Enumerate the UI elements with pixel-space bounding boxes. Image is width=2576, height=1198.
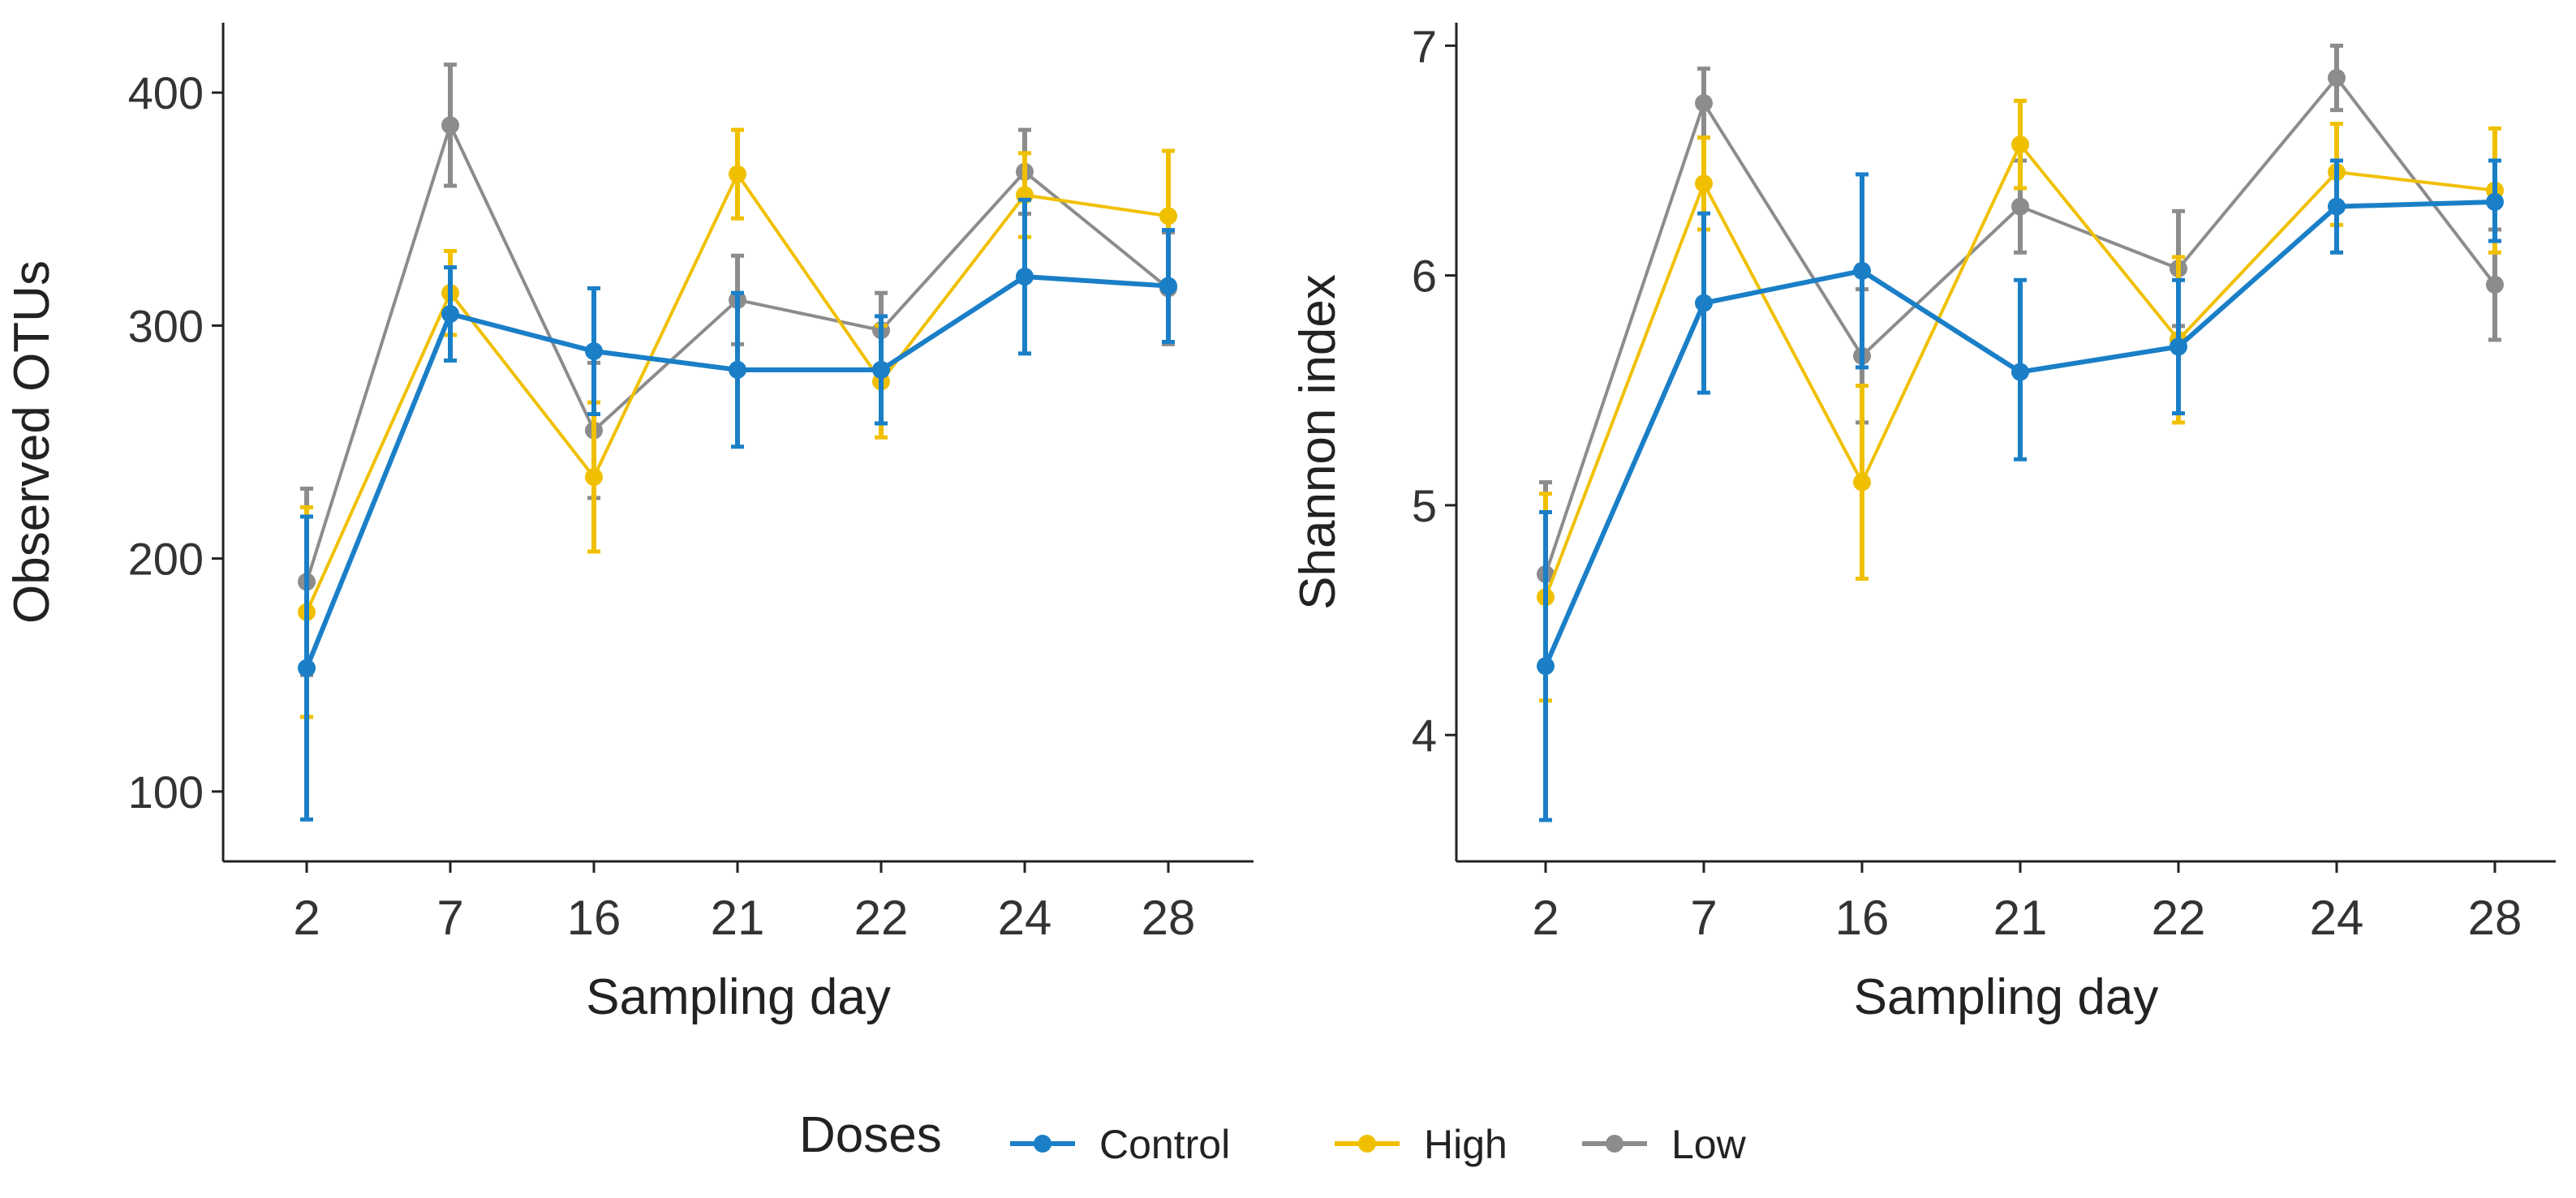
y-tick-label: 5	[1412, 480, 1437, 531]
data-point	[1853, 261, 1871, 280]
data-point	[2170, 337, 2187, 356]
data-point	[1159, 277, 1177, 295]
y-axis-label: Shannon index	[1290, 274, 1346, 610]
data-point	[872, 360, 890, 379]
data-point	[1159, 207, 1177, 225]
x-tick-label: 28	[2468, 891, 2522, 945]
panel-observed-otus: 100 200 300 400 2 7 16 21 22 24 28 Sampling day Obse…	[4, 23, 1254, 1025]
legend-key-marker	[1358, 1135, 1376, 1153]
x-axis-label: Sampling day	[1854, 969, 2159, 1025]
data-point	[2011, 363, 2029, 381]
y-tick-label: 300	[128, 300, 204, 351]
data-point	[2486, 192, 2504, 211]
data-point	[1537, 657, 1555, 676]
data-point	[2011, 135, 2029, 154]
y-tick-label: 400	[128, 67, 204, 118]
x-tick-label: 2	[293, 891, 320, 945]
y-tick-label: 7	[1412, 20, 1437, 71]
legend-title: Doses	[799, 1107, 942, 1163]
data-point	[1695, 174, 1713, 193]
data-point	[2011, 197, 2029, 216]
data-point	[1695, 294, 1713, 312]
data-point	[729, 360, 746, 379]
legend: Doses Control High Low	[799, 1107, 1747, 1167]
data-point	[1016, 268, 1034, 286]
x-tick-label: 21	[1993, 891, 2048, 945]
data-point	[441, 116, 459, 135]
y-tick-label: 100	[128, 766, 204, 818]
x-tick-label: 7	[1690, 891, 1717, 945]
data-point	[2328, 197, 2346, 216]
data-point	[1853, 473, 1871, 492]
x-tick-label: 22	[854, 891, 909, 945]
data-point	[2328, 68, 2346, 87]
x-axis-label: Sampling day	[586, 969, 891, 1025]
x-tick-label: 2	[1532, 891, 1559, 945]
legend-item-low: Low	[1582, 1122, 1747, 1167]
x-tick-label: 28	[1142, 891, 1196, 945]
legend-item-label: Control	[1099, 1122, 1230, 1167]
data-point	[585, 468, 603, 487]
legend-item-label: Low	[1671, 1122, 1747, 1167]
y-tick-label: 200	[128, 534, 204, 585]
data-point	[2486, 275, 2504, 294]
data-point	[1695, 94, 1713, 113]
data-point	[585, 341, 603, 360]
legend-key-marker	[1606, 1135, 1623, 1153]
series-control	[298, 197, 1177, 822]
x-tick-label: 7	[437, 891, 463, 945]
x-tick-label: 24	[998, 891, 1052, 945]
panel-shannon-index: 4 5 6 7 2 7 16 21 22 24 28 Sampling day Shannon inde…	[1290, 20, 2556, 1025]
y-tick-label: 6	[1412, 251, 1437, 302]
x-tick-label: 24	[2310, 891, 2364, 945]
data-point	[729, 165, 746, 183]
legend-item-label: High	[1424, 1122, 1507, 1167]
series-control	[1537, 158, 2504, 822]
data-point	[298, 659, 316, 677]
x-tick-label: 16	[567, 891, 621, 945]
y-axis-label: Observed OTUs	[4, 260, 60, 624]
x-tick-label: 22	[2152, 891, 2206, 945]
x-tick-label: 16	[1835, 891, 1890, 945]
data-point	[441, 305, 459, 324]
legend-key-marker	[1034, 1135, 1051, 1153]
x-tick-label: 21	[711, 891, 765, 945]
y-tick-label: 4	[1412, 710, 1437, 761]
legend-item-control: Control	[1010, 1122, 1230, 1167]
legend-item-high: High	[1335, 1122, 1507, 1167]
